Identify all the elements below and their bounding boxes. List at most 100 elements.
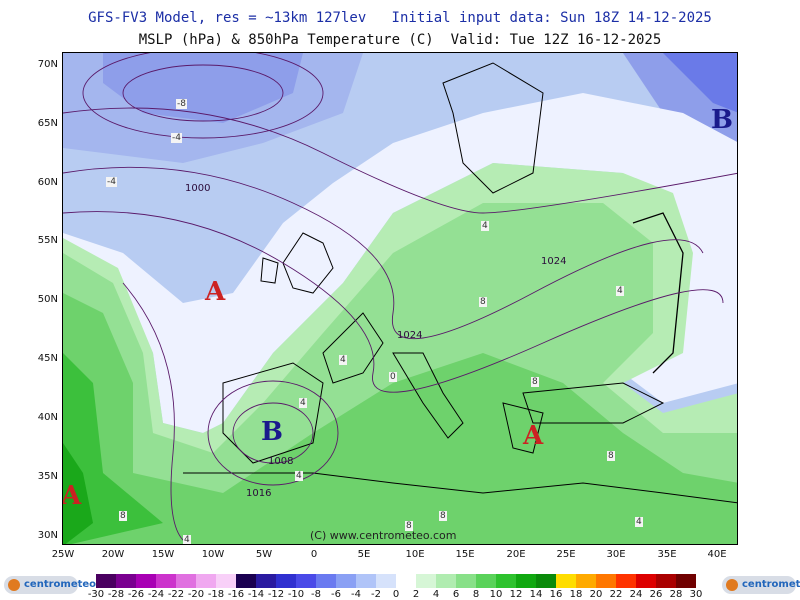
scale-swatch bbox=[596, 574, 616, 588]
temperature-label: 8 bbox=[119, 511, 127, 521]
temperature-label: 8 bbox=[531, 377, 539, 387]
scale-swatch bbox=[256, 574, 276, 588]
lat-label: 50N bbox=[37, 294, 58, 305]
scale-swatch bbox=[196, 574, 216, 588]
lat-label: 65N bbox=[37, 118, 58, 129]
scale-swatch bbox=[276, 574, 296, 588]
temperature-label: 8 bbox=[405, 521, 413, 531]
scale-tick-label: 26 bbox=[649, 589, 663, 600]
scale-swatch bbox=[656, 574, 676, 588]
scale-swatch bbox=[356, 574, 376, 588]
coast-iberia bbox=[222, 362, 324, 464]
lon-label: 10E bbox=[405, 549, 425, 560]
coast-greece bbox=[502, 402, 544, 454]
isobar-low bbox=[207, 380, 339, 486]
scale-swatch bbox=[436, 574, 456, 588]
scale-swatch bbox=[416, 574, 436, 588]
scale-swatch bbox=[556, 574, 576, 588]
lon-label: 20E bbox=[506, 549, 526, 560]
logo-icon bbox=[726, 579, 738, 591]
scale-swatch bbox=[496, 574, 516, 588]
map-frame[interactable]: A A A B B 1000 1024 1008 1016 1024 -8 -4… bbox=[62, 52, 738, 545]
temperature-label: 4 bbox=[635, 517, 643, 527]
scale-tick-label: 6 bbox=[452, 589, 460, 600]
isobar-label: 1008 bbox=[268, 456, 294, 467]
temperature-label: -4 bbox=[106, 177, 117, 187]
scale-swatch bbox=[676, 574, 696, 588]
temperature-label: 8 bbox=[607, 451, 615, 461]
isobar bbox=[63, 211, 724, 393]
lon-label: 15W bbox=[151, 549, 175, 560]
scale-swatch bbox=[336, 574, 356, 588]
logo-right: centrometeo bbox=[722, 576, 800, 594]
lat-label: 35N bbox=[37, 471, 58, 482]
color-scale bbox=[96, 574, 696, 588]
lon-label: 10W bbox=[201, 549, 225, 560]
scale-tick-label: -20 bbox=[187, 589, 205, 600]
coast-italy bbox=[392, 352, 464, 439]
scale-tick-label: 20 bbox=[589, 589, 603, 600]
scale-tick-label: -8 bbox=[311, 589, 321, 600]
scale-tick-label: 14 bbox=[529, 589, 543, 600]
logo-left: centrometeo bbox=[4, 576, 96, 594]
logo-icon bbox=[8, 579, 20, 591]
high-pressure-marker: A bbox=[523, 421, 544, 451]
high-pressure-marker: A bbox=[205, 277, 226, 307]
credit-text: (C) www.centrometeo.com bbox=[310, 529, 457, 542]
scale-tick-label: -4 bbox=[351, 589, 361, 600]
scale-swatch bbox=[616, 574, 636, 588]
warm-region-4 bbox=[63, 353, 163, 544]
cold-core-west-inner bbox=[103, 53, 303, 123]
scale-tick-label: -2 bbox=[371, 589, 381, 600]
scale-tick-label: -10 bbox=[287, 589, 305, 600]
isobar-low-north bbox=[122, 64, 284, 122]
scale-swatch bbox=[156, 574, 176, 588]
lat-label: 55N bbox=[37, 235, 58, 246]
isobar-label: 1000 bbox=[185, 183, 211, 194]
scale-tick-label: -12 bbox=[267, 589, 285, 600]
lat-label: 30N bbox=[37, 530, 58, 541]
isobar bbox=[63, 107, 737, 214]
low-pressure-marker: B bbox=[261, 417, 283, 447]
isobar bbox=[63, 166, 704, 340]
lat-label: 60N bbox=[37, 177, 58, 188]
lon-label: 5W bbox=[255, 549, 273, 560]
temperature-field bbox=[63, 53, 737, 544]
temperature-label: 4 bbox=[339, 355, 347, 365]
coast-north-africa bbox=[183, 472, 737, 504]
zero-band bbox=[63, 93, 737, 433]
isobar-label: 1016 bbox=[246, 488, 272, 499]
lon-label: 5E bbox=[357, 549, 371, 560]
isobar bbox=[122, 282, 190, 544]
lon-label: 30E bbox=[606, 549, 626, 560]
scale-tick-label: 10 bbox=[489, 589, 503, 600]
scale-tick-label: -30 bbox=[87, 589, 105, 600]
logo-text: centrometeo bbox=[24, 579, 97, 590]
scale-tick-label: -14 bbox=[247, 589, 265, 600]
scale-swatch bbox=[376, 574, 396, 588]
coast-scandinavia bbox=[442, 62, 544, 194]
scale-swatch bbox=[296, 574, 316, 588]
temperature-label: 8 bbox=[439, 511, 447, 521]
lat-label: 40N bbox=[37, 412, 58, 423]
scale-tick-label: -22 bbox=[167, 589, 185, 600]
warm-region-5 bbox=[63, 443, 93, 544]
scale-tick-label: -26 bbox=[127, 589, 145, 600]
scale-tick-label: 22 bbox=[609, 589, 623, 600]
field-title: MSLP (hPa) & 850hPa Temperature (C) Vali… bbox=[138, 32, 662, 48]
scale-swatch bbox=[456, 574, 476, 588]
temperature-label: -8 bbox=[176, 99, 187, 109]
isobar-label: 1024 bbox=[541, 256, 567, 267]
scale-tick-label: 18 bbox=[569, 589, 583, 600]
lon-label: 15E bbox=[455, 549, 475, 560]
low-pressure-marker: B bbox=[711, 105, 733, 135]
scale-swatch bbox=[576, 574, 596, 588]
temperature-label: -4 bbox=[171, 133, 182, 143]
logo-text: centrometeo bbox=[742, 579, 800, 590]
lon-label: 25W bbox=[51, 549, 75, 560]
lon-label: 35E bbox=[657, 549, 677, 560]
scale-swatch bbox=[216, 574, 236, 588]
isobar-low bbox=[232, 402, 314, 464]
scale-tick-label: -16 bbox=[227, 589, 245, 600]
temperature-label: 4 bbox=[616, 286, 624, 296]
